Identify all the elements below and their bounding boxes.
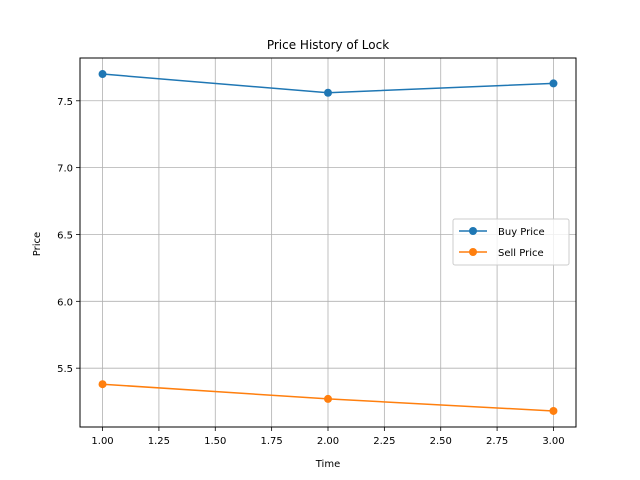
legend: Buy Price Sell Price — [452, 218, 570, 266]
buy-price-point — [98, 70, 107, 79]
x-tick-label: 2.75 — [486, 436, 508, 447]
sell-price-point — [98, 380, 107, 389]
y-tick-label: 6.0 — [57, 297, 73, 308]
sell-price-point — [549, 406, 558, 415]
x-tick-label: 2.50 — [430, 436, 452, 447]
grid — [80, 58, 576, 427]
sell-price-point — [324, 394, 332, 403]
buy-price-legend-marker — [469, 227, 477, 235]
y-tick-label: 7.0 — [57, 164, 73, 175]
x-tick-label: 1.00 — [91, 436, 113, 447]
y-axis-title: Price — [32, 232, 43, 256]
sell-price-legend-label: Sell Price — [498, 248, 544, 259]
sell-price-legend-marker — [469, 248, 477, 256]
buy-price-point — [549, 79, 558, 88]
axis-ticks: 1.00 1.25 1.50 1.75 2.00 2.25 2.50 2.75 3.00 5.5 6… — [57, 97, 564, 447]
x-tick-label: 2.00 — [317, 436, 339, 447]
buy-price-legend-label: Buy Price — [498, 227, 545, 238]
x-tick-label: 1.50 — [204, 436, 226, 447]
x-tick-label: 2.25 — [373, 436, 395, 447]
y-tick-label: 7.5 — [57, 97, 73, 108]
x-axis-title: Time — [315, 459, 340, 470]
buy-price-point — [324, 88, 332, 97]
y-tick-label: 5.5 — [57, 364, 73, 375]
series-layer — [98, 70, 558, 415]
y-tick-label: 6.5 — [57, 230, 73, 241]
x-tick-label: 1.75 — [261, 436, 283, 447]
x-tick-label: 3.00 — [542, 436, 564, 447]
x-tick-label: 1.25 — [148, 436, 170, 447]
chart-title: Price History of Lock — [267, 38, 389, 52]
